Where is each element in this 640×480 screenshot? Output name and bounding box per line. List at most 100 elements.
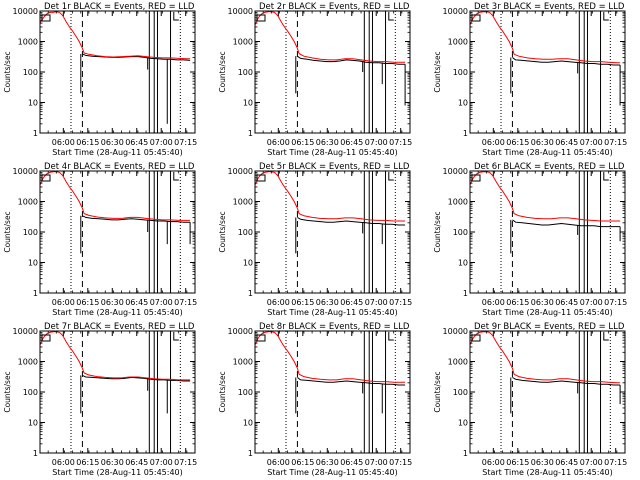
y-tick-label: 100 <box>238 388 253 397</box>
corner-box-marker <box>471 14 481 22</box>
y-tick-label: 1000 <box>448 38 468 47</box>
plot-frame <box>254 330 411 454</box>
x-tick-label: 07:00 <box>150 138 173 147</box>
y-tick-label: 10 <box>243 99 253 108</box>
x-tick-label: 07:15 <box>174 298 197 307</box>
x-tick-label: 06:00 <box>482 138 505 147</box>
x-tick-label: 06:15 <box>506 298 529 307</box>
x-tick-label: 07:15 <box>174 138 197 147</box>
corner-step-marker <box>173 12 179 21</box>
x-tick-label: 07:15 <box>389 458 412 467</box>
x-tick-label: 06:15 <box>76 458 99 467</box>
y-tick-label: 1000 <box>233 358 253 367</box>
y-tick-label: 100 <box>23 228 38 237</box>
corner-box-marker <box>41 174 51 182</box>
panel-det-3: 1 10 100 1000 10000 06:00 06:15 06:30 06:45 07:00… <box>433 2 627 157</box>
panel-det-7: 1 10 100 1000 10000 06:00 06:15 06:30 06:45 07:00… <box>3 322 197 477</box>
x-tick-label: 06:15 <box>76 298 99 307</box>
y-tick-label: 10 <box>28 419 38 428</box>
x-tick-label: 06:00 <box>267 458 290 467</box>
x-axis-label: Start Time (28-Aug-11 05:45:40) <box>52 468 183 477</box>
series-line-events <box>82 53 191 61</box>
panel-det-1: 1 10 100 1000 10000 06:00 06:15 06:30 06:45 07:00… <box>3 2 197 157</box>
x-axis-label: Start Time (28-Aug-11 05:45:40) <box>482 468 613 477</box>
y-tick-label: 1000 <box>18 38 38 47</box>
x-tick-label: 06:45 <box>555 458 578 467</box>
y-tick-label: 100 <box>453 228 468 237</box>
x-tick-label: 06:30 <box>316 138 339 147</box>
y-axis-label: Counts/sec <box>433 51 442 92</box>
y-tick-label: 10000 <box>443 7 468 16</box>
x-axis-label: Start Time (28-Aug-11 05:45:40) <box>267 148 398 157</box>
corner-box-marker <box>256 334 266 342</box>
y-tick-label: 10 <box>243 419 253 428</box>
x-axis-label: Start Time (28-Aug-11 05:45:40) <box>52 148 183 157</box>
x-tick-label: 06:15 <box>291 138 314 147</box>
panel-title: Det 2r BLACK = Events, RED = LLD <box>259 2 410 12</box>
x-axis-label: Start Time (28-Aug-11 05:45:40) <box>52 308 183 317</box>
x-tick-label: 07:00 <box>580 138 603 147</box>
x-tick-label: 06:30 <box>531 458 554 467</box>
corner-box-marker <box>256 174 266 182</box>
panel-title: Det 9r BLACK = Events, RED = LLD <box>474 322 625 332</box>
series-line-lld <box>254 11 406 63</box>
corner-step-marker <box>603 332 609 341</box>
plot-frame <box>39 330 196 454</box>
x-tick-label: 06:00 <box>267 138 290 147</box>
y-tick-label: 100 <box>453 68 468 77</box>
y-axis-label: Counts/sec <box>218 211 227 252</box>
y-tick-label: 100 <box>238 228 253 237</box>
panel-title: Det 4r BLACK = Events, RED = LLD <box>44 162 195 172</box>
corner-step-marker <box>173 172 179 181</box>
panel-det-4: 1 10 100 1000 10000 06:00 06:15 06:30 06:45 07:00… <box>3 162 197 317</box>
y-tick-label: 10 <box>243 259 253 268</box>
x-tick-label: 06:00 <box>267 298 290 307</box>
series-line-events <box>512 219 621 228</box>
y-tick-label: 10000 <box>13 167 38 176</box>
x-tick-label: 06:15 <box>291 298 314 307</box>
x-tick-label: 06:30 <box>531 138 554 147</box>
series-line-lld <box>39 11 191 60</box>
y-tick-label: 10 <box>28 99 38 108</box>
y-tick-label: 10000 <box>228 167 253 176</box>
corner-box-marker <box>41 14 51 22</box>
plot-frame <box>254 10 411 134</box>
y-tick-label: 1 <box>248 449 253 458</box>
x-tick-label: 07:00 <box>580 458 603 467</box>
x-tick-label: 06:30 <box>531 298 554 307</box>
series-line-events <box>297 55 406 65</box>
series-line-lld <box>469 11 621 64</box>
x-tick-label: 07:00 <box>580 298 603 307</box>
corner-step-marker <box>388 172 394 181</box>
panel-title: Det 8r BLACK = Events, RED = LLD <box>259 322 410 332</box>
x-tick-label: 06:30 <box>316 298 339 307</box>
y-tick-label: 10000 <box>228 327 253 336</box>
x-tick-label: 07:15 <box>389 138 412 147</box>
corner-step-marker <box>388 12 394 21</box>
series-line-lld <box>469 171 621 222</box>
x-axis-label: Start Time (28-Aug-11 05:45:40) <box>482 148 613 157</box>
x-tick-label: 07:15 <box>604 298 627 307</box>
plot-frame <box>254 170 411 294</box>
y-axis-label: Counts/sec <box>3 51 12 92</box>
y-axis-label: Counts/sec <box>3 371 12 412</box>
x-tick-label: 06:45 <box>555 138 578 147</box>
corner-step-marker <box>388 332 394 341</box>
y-tick-label: 10000 <box>13 327 38 336</box>
series-line-lld <box>254 331 406 383</box>
corner-box-marker <box>471 174 481 182</box>
y-tick-label: 10 <box>458 419 468 428</box>
x-tick-label: 07:15 <box>174 458 197 467</box>
series-line-events <box>297 216 406 226</box>
y-tick-label: 10000 <box>443 167 468 176</box>
y-tick-label: 10000 <box>13 7 38 16</box>
y-tick-label: 1 <box>33 289 38 298</box>
y-tick-label: 10 <box>458 259 468 268</box>
corner-box-marker <box>41 334 51 342</box>
x-axis-label: Start Time (28-Aug-11 05:45:40) <box>482 308 613 317</box>
x-tick-label: 06:00 <box>52 458 75 467</box>
x-tick-label: 07:15 <box>604 458 627 467</box>
x-tick-label: 06:00 <box>482 458 505 467</box>
y-tick-label: 1000 <box>448 358 468 367</box>
